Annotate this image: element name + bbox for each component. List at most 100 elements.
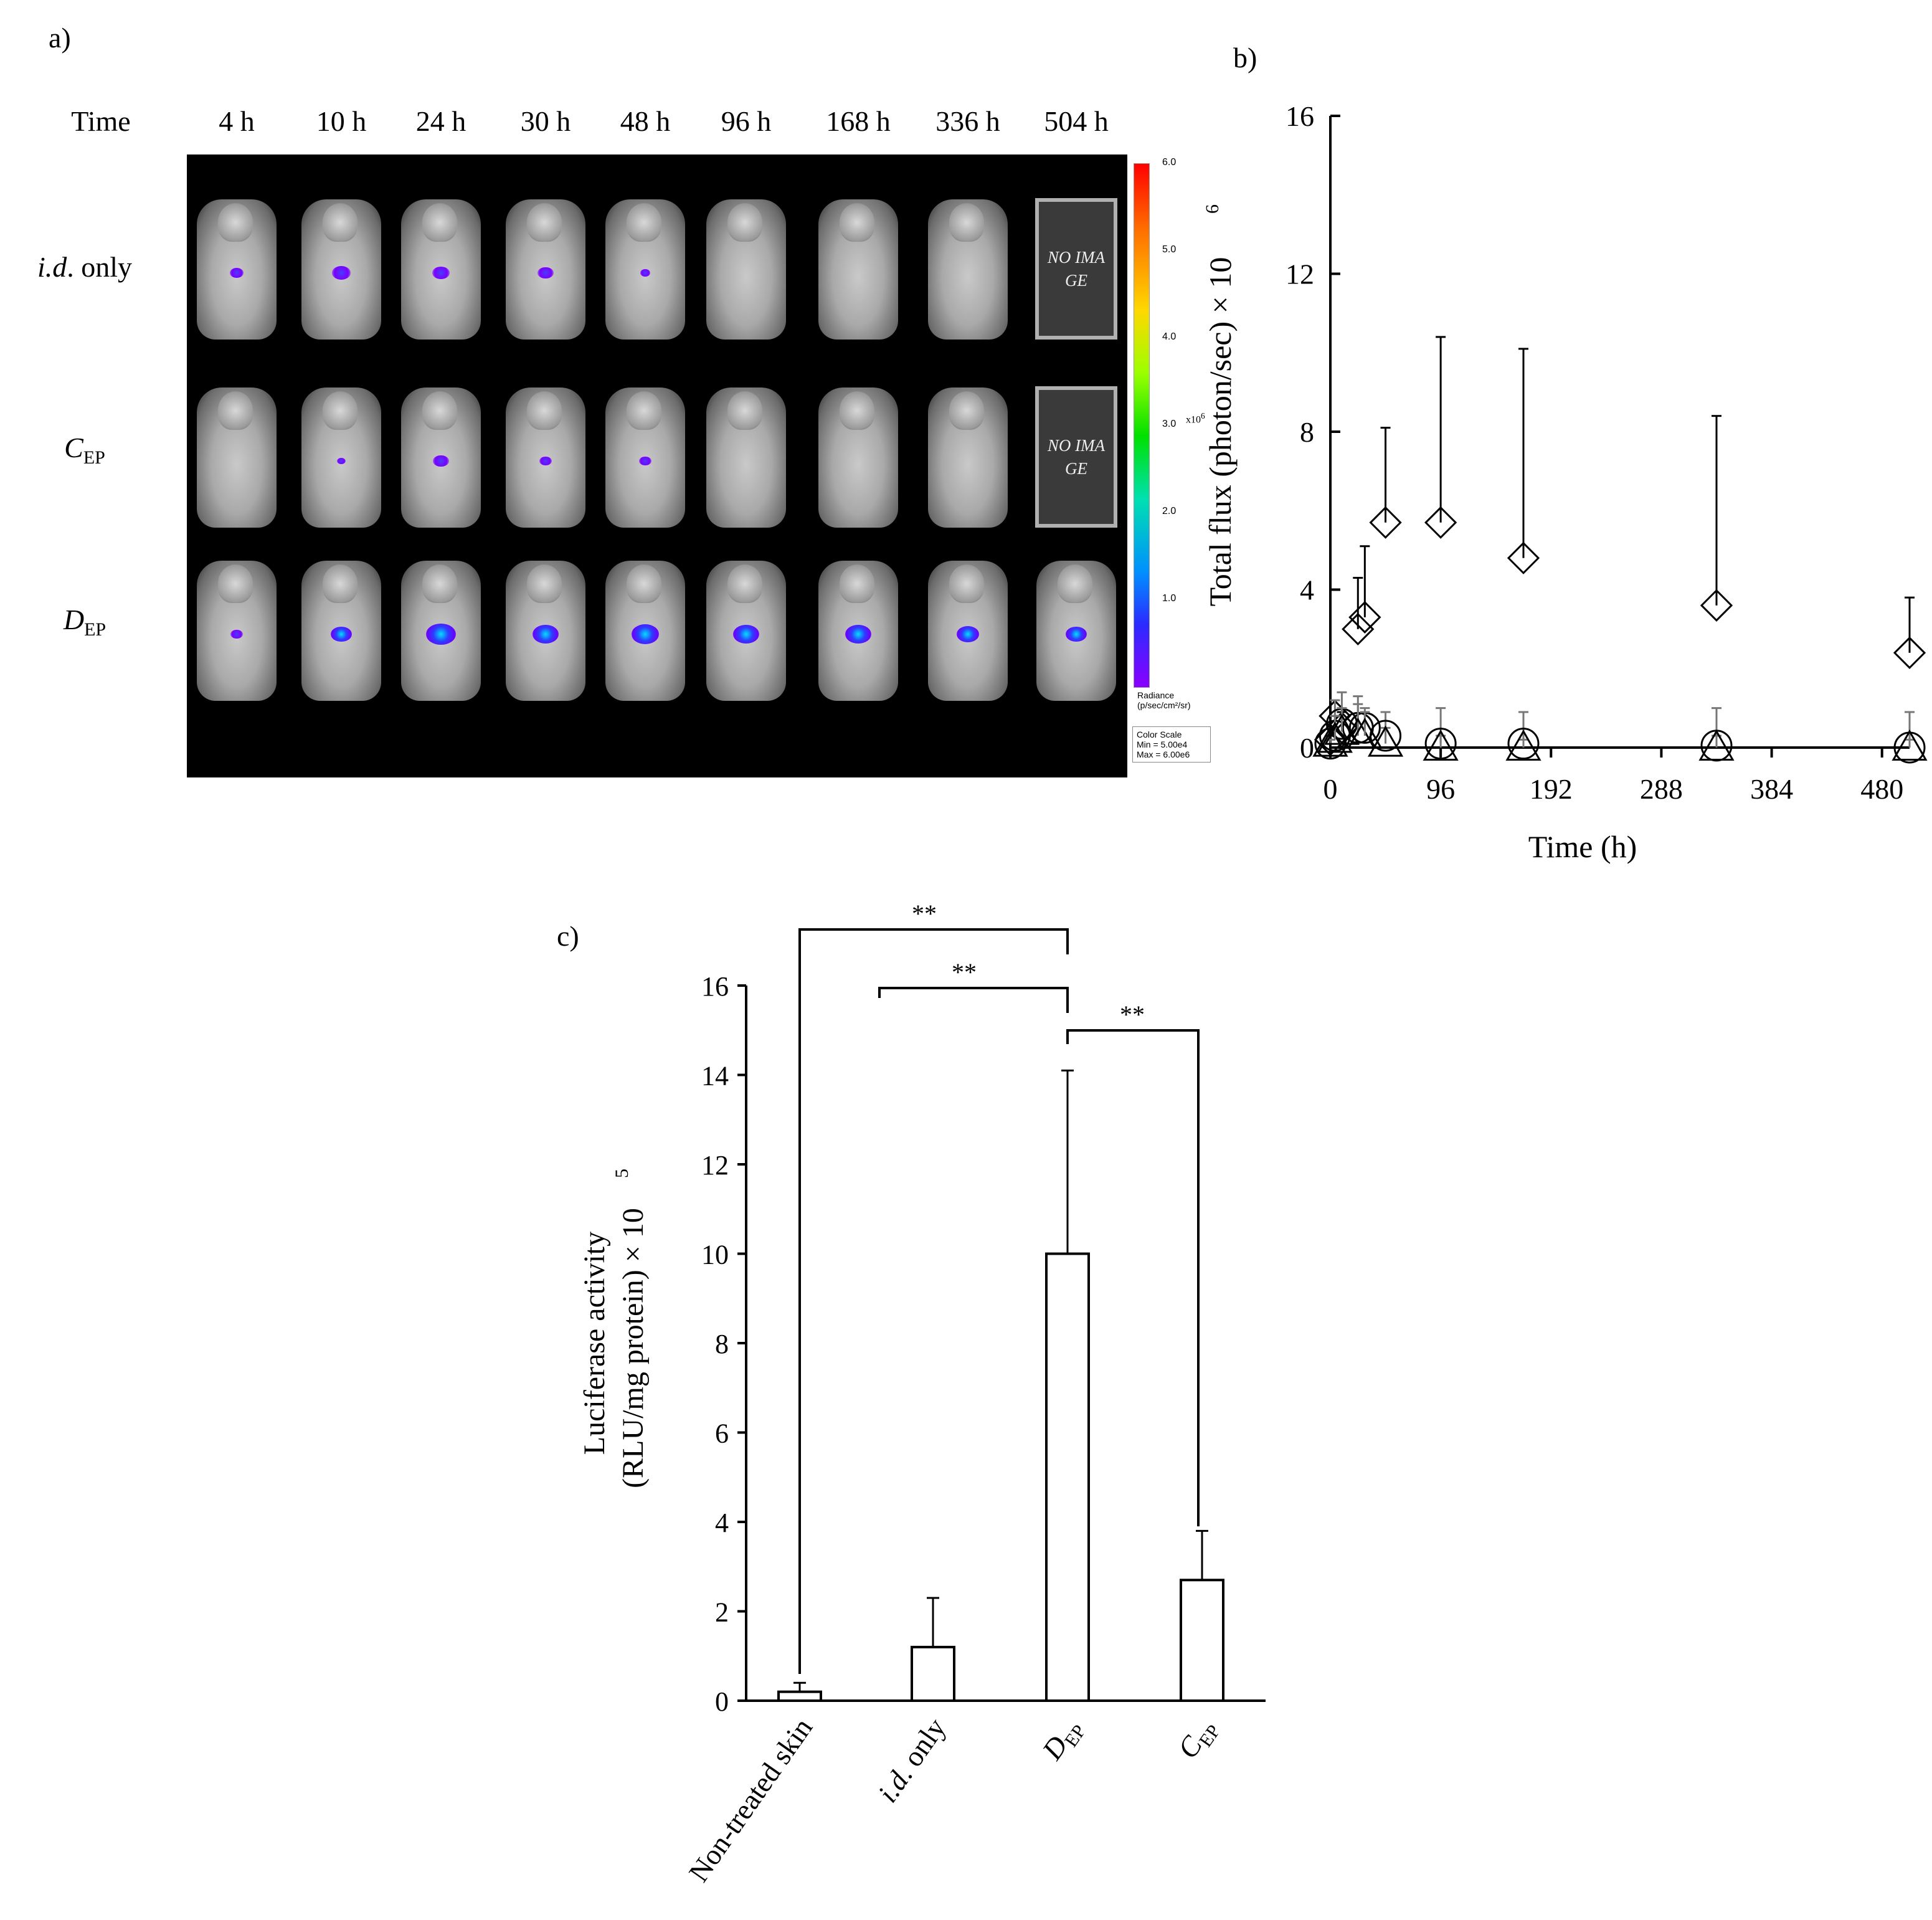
color-scale-tick: 1.0 bbox=[1162, 593, 1177, 604]
significance-marker: ** bbox=[952, 958, 977, 986]
mouse-image bbox=[605, 561, 685, 701]
bar bbox=[1180, 1579, 1224, 1703]
luminescence-signal bbox=[631, 624, 660, 644]
mouse-head bbox=[422, 391, 457, 430]
row-label-dep: DEP bbox=[10, 603, 159, 640]
mouse-head bbox=[840, 391, 874, 430]
x-category-label: Non-treated skin bbox=[683, 1712, 818, 1887]
row-label-dep-base: D bbox=[63, 604, 85, 635]
luminescence-signal bbox=[229, 268, 244, 278]
mouse-image bbox=[818, 199, 898, 340]
data-point-triangle bbox=[1312, 725, 1348, 757]
color-scale-title: Color Scale bbox=[1137, 730, 1182, 739]
y-tick-label: 16 bbox=[701, 971, 729, 1002]
data-point-triangle bbox=[1317, 721, 1353, 753]
x-category-label: CEP bbox=[1172, 1712, 1224, 1766]
mouse-head bbox=[840, 564, 874, 603]
luminescence-signal bbox=[639, 457, 651, 465]
mouse-image bbox=[301, 561, 381, 701]
mouse-image bbox=[928, 199, 1008, 340]
time-label: 96 h bbox=[721, 105, 772, 137]
data-point-diamond bbox=[1342, 612, 1375, 645]
panel-b-label: b) bbox=[1233, 42, 1257, 74]
luminescence-signal bbox=[533, 625, 559, 644]
mouse-head bbox=[727, 203, 762, 242]
no-image-placeholder: NO IMA GE bbox=[1035, 386, 1117, 528]
mouse-image bbox=[818, 561, 898, 701]
row-label-dep-sub: EP bbox=[84, 619, 107, 640]
luminescence-signal bbox=[539, 457, 552, 465]
significance-bracket bbox=[1066, 1029, 1200, 1527]
radiance-label-units: (p/sec/cm²/sr) bbox=[1137, 700, 1191, 710]
radiance-color-scale bbox=[1134, 163, 1150, 688]
mouse-image bbox=[401, 561, 481, 701]
mouse-image bbox=[401, 199, 481, 340]
data-point-triangle bbox=[1423, 729, 1459, 761]
mouse-image bbox=[706, 387, 786, 528]
significance-marker: ** bbox=[1120, 1000, 1145, 1029]
luminescence-signal bbox=[733, 625, 759, 644]
data-point-diamond bbox=[1369, 506, 1402, 539]
mouse-image bbox=[506, 387, 585, 528]
y-axis-title: Total flux (photon/sec) × 10 bbox=[1203, 257, 1238, 607]
mouse-image bbox=[818, 387, 898, 528]
mouse-head bbox=[218, 564, 253, 603]
data-point-triangle bbox=[1892, 729, 1928, 761]
data-point-triangle bbox=[1505, 729, 1541, 761]
luminescence-signal bbox=[432, 267, 450, 279]
mouse-image bbox=[197, 561, 277, 701]
mouse-head bbox=[949, 391, 984, 430]
y-axis-title-line1: Luciferase activity bbox=[578, 1232, 611, 1455]
time-label: 10 h bbox=[316, 105, 367, 137]
mouse-head bbox=[323, 203, 358, 242]
row-label-cep-sub: EP bbox=[83, 447, 105, 468]
data-point-triangle bbox=[1347, 717, 1383, 749]
row-label-id-only-italic: i.d bbox=[37, 251, 67, 283]
mouse-image bbox=[605, 199, 685, 340]
color-scale-multiplier-exp: 6 bbox=[1201, 411, 1205, 421]
color-scale-tick: 3.0 bbox=[1162, 419, 1177, 429]
data-point-triangle bbox=[1324, 713, 1360, 745]
luminescence-signal bbox=[331, 627, 352, 642]
significance-bracket bbox=[798, 928, 1069, 1674]
x-tick-label: 0 bbox=[1324, 773, 1338, 805]
color-scale-max: Max = 6.00e6 bbox=[1137, 749, 1190, 759]
x-tick-label: 96 bbox=[1426, 773, 1455, 805]
mouse-head bbox=[527, 203, 562, 242]
mouse-image bbox=[605, 387, 685, 528]
x-tick-label: 288 bbox=[1640, 773, 1683, 805]
series-circle bbox=[1314, 691, 1926, 764]
data-point-diamond bbox=[1424, 506, 1457, 539]
y-axis-title-line2: (RLU/mg protein) × 10 bbox=[617, 1208, 650, 1488]
y-tick-label: 14 bbox=[701, 1061, 729, 1091]
luminescence-signal bbox=[1066, 627, 1087, 642]
color-scale-box: Color Scale Min = 5.00e4 Max = 6.00e6 bbox=[1132, 726, 1211, 763]
x-category-label: i.d. only bbox=[871, 1712, 952, 1808]
panel-c-label: c) bbox=[557, 920, 579, 952]
mouse-image bbox=[301, 387, 381, 528]
color-scale-tick: 2.0 bbox=[1162, 506, 1177, 516]
series-diamond bbox=[1314, 336, 1926, 756]
data-point-diamond bbox=[1893, 636, 1926, 670]
data-point-circle bbox=[1370, 720, 1402, 752]
bar bbox=[1045, 1252, 1090, 1702]
bioluminescence-image-grid: NO IMA GE NO IMA GE bbox=[187, 154, 1127, 777]
x-tick-label: 192 bbox=[1530, 773, 1573, 805]
mouse-head bbox=[323, 391, 358, 430]
data-point-diamond bbox=[1348, 601, 1381, 634]
mouse-image bbox=[706, 561, 786, 701]
time-header: Time bbox=[71, 105, 131, 137]
luminescence-signal bbox=[845, 625, 871, 644]
radiance-label: Radiance (p/sec/cm²/sr) bbox=[1137, 690, 1191, 710]
radiance-label-title: Radiance bbox=[1137, 690, 1175, 700]
y-axis-title-exponent: 5 bbox=[612, 1169, 632, 1178]
y-tick-label: 8 bbox=[715, 1329, 729, 1359]
mouse-image bbox=[506, 561, 585, 701]
data-point-diamond bbox=[1507, 541, 1540, 574]
row-label-cep: CEP bbox=[10, 431, 159, 468]
luminescence-signal bbox=[640, 269, 651, 277]
luminescence-signal bbox=[956, 626, 980, 642]
color-scale-tick: 5.0 bbox=[1162, 244, 1177, 255]
mouse-image bbox=[301, 199, 381, 340]
mouse-head bbox=[627, 203, 661, 242]
